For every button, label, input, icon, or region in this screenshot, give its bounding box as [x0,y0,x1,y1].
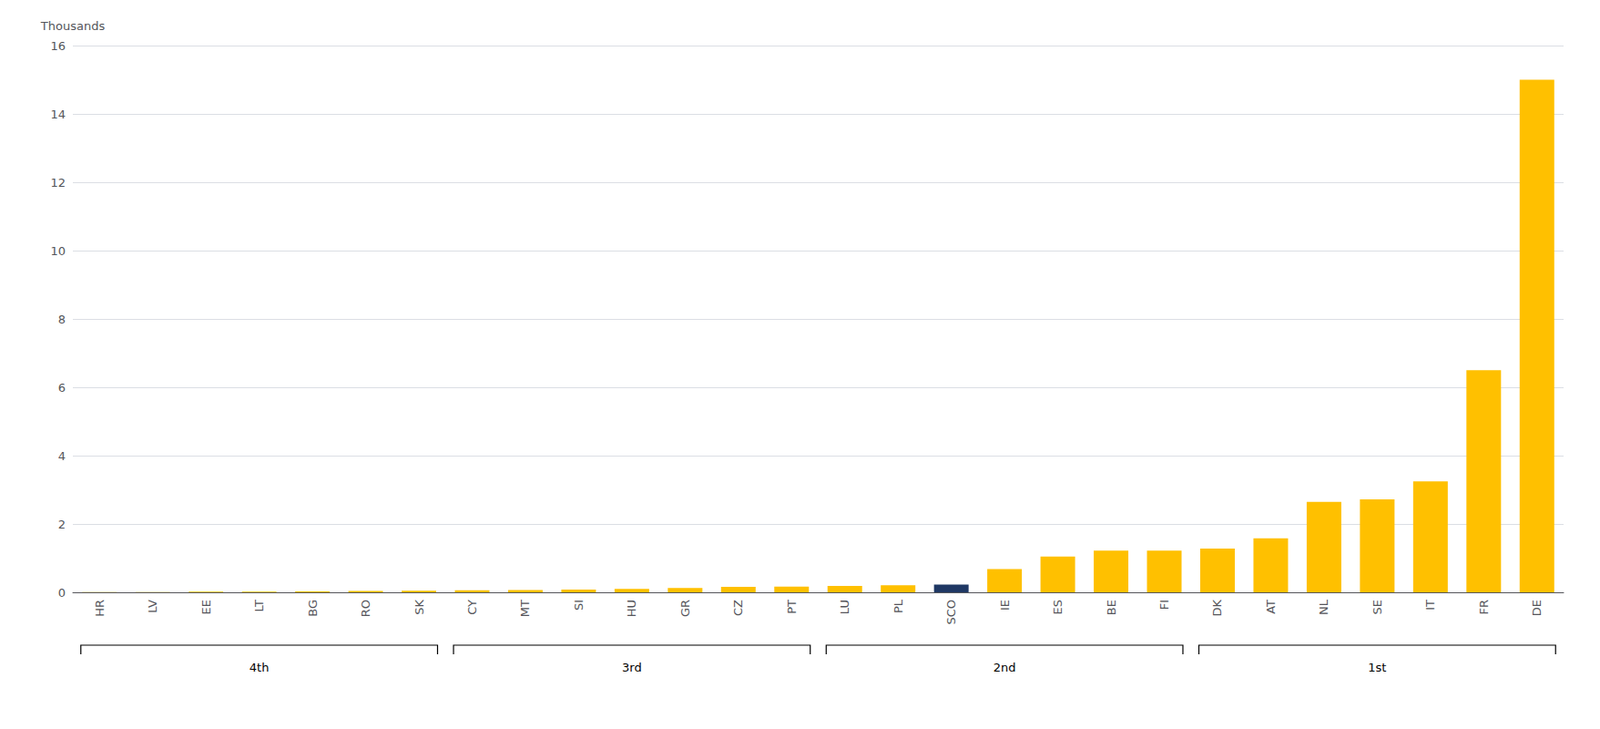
svg-text:DE: DE [1529,599,1544,616]
svg-text:12: 12 [50,175,66,190]
svg-text:DK: DK [1210,599,1224,617]
svg-text:NL: NL [1316,598,1331,615]
svg-text:FI: FI [1157,599,1172,610]
svg-text:AT: AT [1263,599,1278,614]
svg-text:BG: BG [305,599,320,617]
svg-text:6: 6 [58,380,66,395]
svg-text:2nd: 2nd [993,660,1017,674]
svg-text:10: 10 [50,244,66,258]
svg-text:Thousands: Thousands [40,19,106,33]
svg-text:ES: ES [1050,599,1065,614]
svg-text:LT: LT [252,599,266,612]
svg-text:16: 16 [50,39,66,53]
svg-text:4th: 4th [249,660,270,674]
svg-text:RO: RO [358,599,373,617]
svg-text:HU: HU [624,599,639,617]
svg-text:SE: SE [1370,599,1385,614]
svg-text:0: 0 [58,585,66,600]
svg-text:PL: PL [891,598,906,613]
svg-text:SCO: SCO [944,599,958,625]
svg-text:IT: IT [1423,599,1437,611]
svg-text:BE: BE [1104,599,1119,615]
svg-text:IE: IE [998,599,1012,611]
svg-text:1st: 1st [1367,660,1386,674]
svg-text:PT: PT [784,599,799,614]
svg-text:LU: LU [837,599,852,614]
svg-text:GR: GR [678,599,693,617]
svg-text:14: 14 [50,107,66,122]
svg-text:FR: FR [1477,599,1491,615]
svg-text:HR: HR [92,599,107,617]
svg-text:8: 8 [58,312,66,327]
svg-text:3rd: 3rd [621,660,643,674]
svg-text:4: 4 [58,448,66,463]
svg-text:2: 2 [58,517,66,531]
svg-text:CY: CY [465,599,479,615]
svg-text:SI: SI [571,599,586,611]
svg-text:SK: SK [412,599,427,615]
svg-text:LV: LV [145,599,160,613]
svg-text:MT: MT [518,599,532,617]
svg-text:CZ: CZ [731,599,745,616]
svg-text:EE: EE [199,599,214,614]
